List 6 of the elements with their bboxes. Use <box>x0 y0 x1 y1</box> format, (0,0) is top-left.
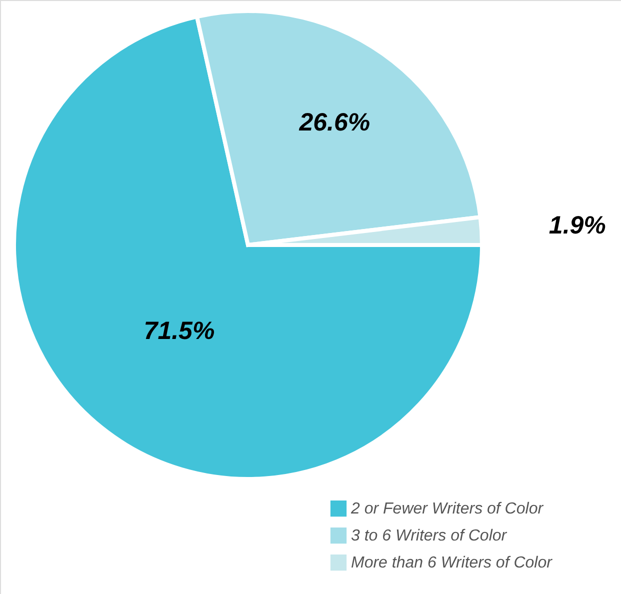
legend-label: More than 6 Writers of Color <box>351 554 553 572</box>
legend-label: 3 to 6 Writers of Color <box>351 528 508 544</box>
data-label: 71.5% <box>144 316 215 345</box>
data-label: 26.6% <box>298 108 370 137</box>
legend-label: 2 or Fewer Writers of Color <box>350 500 544 518</box>
data-label: 1.9% <box>548 211 606 240</box>
